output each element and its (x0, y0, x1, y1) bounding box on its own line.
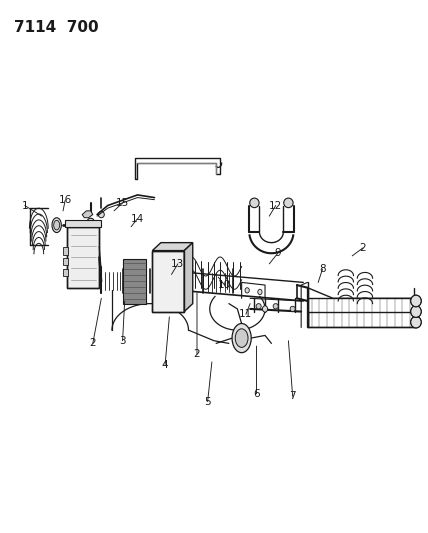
Ellipse shape (410, 295, 421, 307)
Text: 10: 10 (218, 280, 231, 290)
Text: 8: 8 (319, 264, 326, 274)
Ellipse shape (98, 212, 104, 217)
Text: 7: 7 (289, 391, 296, 401)
Ellipse shape (235, 329, 248, 348)
Ellipse shape (273, 304, 278, 309)
Text: 2: 2 (360, 243, 366, 253)
Text: 11: 11 (239, 309, 253, 319)
Ellipse shape (258, 289, 262, 295)
Text: 13: 13 (171, 259, 184, 269)
Text: 2: 2 (89, 338, 96, 349)
Bar (67, 227, 99, 288)
Text: 16: 16 (59, 195, 72, 205)
Polygon shape (152, 243, 193, 251)
Text: 3: 3 (119, 336, 126, 346)
Text: 14: 14 (131, 214, 144, 224)
Ellipse shape (256, 304, 261, 309)
Ellipse shape (250, 198, 259, 208)
Polygon shape (82, 211, 93, 217)
Text: 4: 4 (162, 360, 168, 369)
Ellipse shape (245, 288, 249, 293)
Text: 15: 15 (116, 198, 129, 208)
Bar (63, 258, 68, 265)
Text: 12: 12 (269, 200, 282, 211)
Polygon shape (184, 243, 193, 312)
Bar (63, 247, 68, 255)
Text: 7114  700: 7114 700 (14, 20, 99, 35)
Text: 5: 5 (204, 397, 211, 407)
Bar (67, 227, 99, 288)
Ellipse shape (87, 218, 94, 224)
Bar (63, 269, 68, 276)
Text: 6: 6 (253, 389, 260, 399)
Ellipse shape (284, 198, 293, 208)
Bar (122, 259, 146, 304)
Ellipse shape (262, 306, 268, 312)
Bar (152, 251, 184, 312)
Bar (152, 251, 184, 312)
Text: 2: 2 (194, 349, 200, 359)
Ellipse shape (410, 306, 421, 317)
Bar (65, 220, 101, 227)
Ellipse shape (410, 317, 421, 328)
Ellipse shape (290, 306, 295, 312)
Text: 1: 1 (21, 200, 28, 211)
Ellipse shape (52, 217, 61, 232)
Ellipse shape (232, 324, 251, 353)
Text: 9: 9 (274, 248, 281, 259)
Ellipse shape (54, 220, 59, 230)
